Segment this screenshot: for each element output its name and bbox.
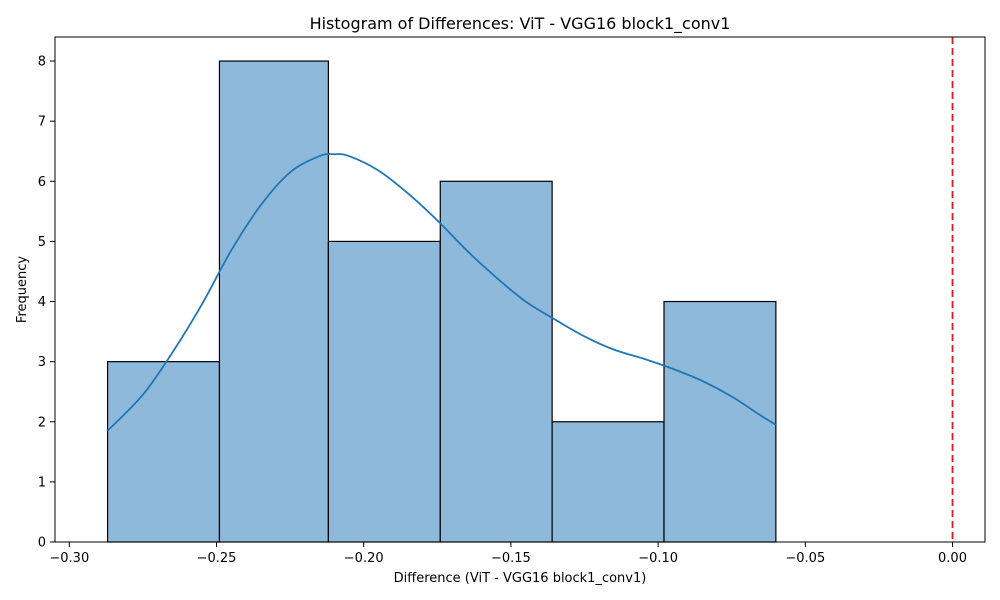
kde-curve-group [106, 153, 777, 432]
y-tick-label: 2 [38, 415, 46, 430]
histogram-bar-4 [439, 180, 553, 543]
chart-title: Histogram of Differences: ViT - VGG16 bl… [310, 14, 731, 34]
y-tick-label: 6 [38, 175, 46, 190]
histogram-bar-2 [218, 60, 329, 543]
x-tick-label: −0.15 [491, 551, 531, 566]
histogram-bar-6 [663, 300, 777, 543]
x-tick-label: −0.20 [344, 551, 384, 566]
y-axis-ticks: 0 1 2 3 4 5 6 7 8 [38, 55, 55, 551]
x-tick-label: 0.00 [938, 551, 967, 566]
plot-frame [54, 36, 986, 543]
y-tick-label: 4 [38, 295, 46, 310]
x-axis-ticks: −0.30 −0.25 −0.20 −0.15 −0.10 −0.05 0.00 [49, 542, 967, 566]
histogram-bars [106, 60, 777, 543]
x-tick-label: −0.25 [197, 551, 237, 566]
y-tick-label: 5 [38, 235, 46, 250]
x-axis-label: Difference (ViT - VGG16 block1_conv1) [394, 571, 647, 586]
kde-curve [106, 153, 777, 432]
histogram-bar-3 [327, 240, 441, 543]
axes-frame [54, 36, 986, 543]
y-tick-label: 7 [38, 115, 46, 130]
histogram-bar-5 [551, 421, 665, 543]
x-tick-label: −0.05 [785, 551, 825, 566]
y-tick-label: 8 [38, 55, 46, 70]
y-tick-label: 1 [38, 475, 46, 490]
x-tick-label: −0.10 [638, 551, 678, 566]
x-tick-label: −0.30 [49, 551, 89, 566]
y-tick-label: 3 [38, 355, 46, 370]
y-tick-label: 0 [38, 536, 46, 551]
y-axis-label: Frequency [15, 256, 30, 323]
histogram-bar-1 [106, 361, 221, 543]
